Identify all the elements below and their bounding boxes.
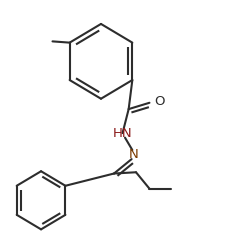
Text: HN: HN xyxy=(113,126,132,140)
Text: O: O xyxy=(154,95,164,108)
Text: N: N xyxy=(129,148,138,161)
